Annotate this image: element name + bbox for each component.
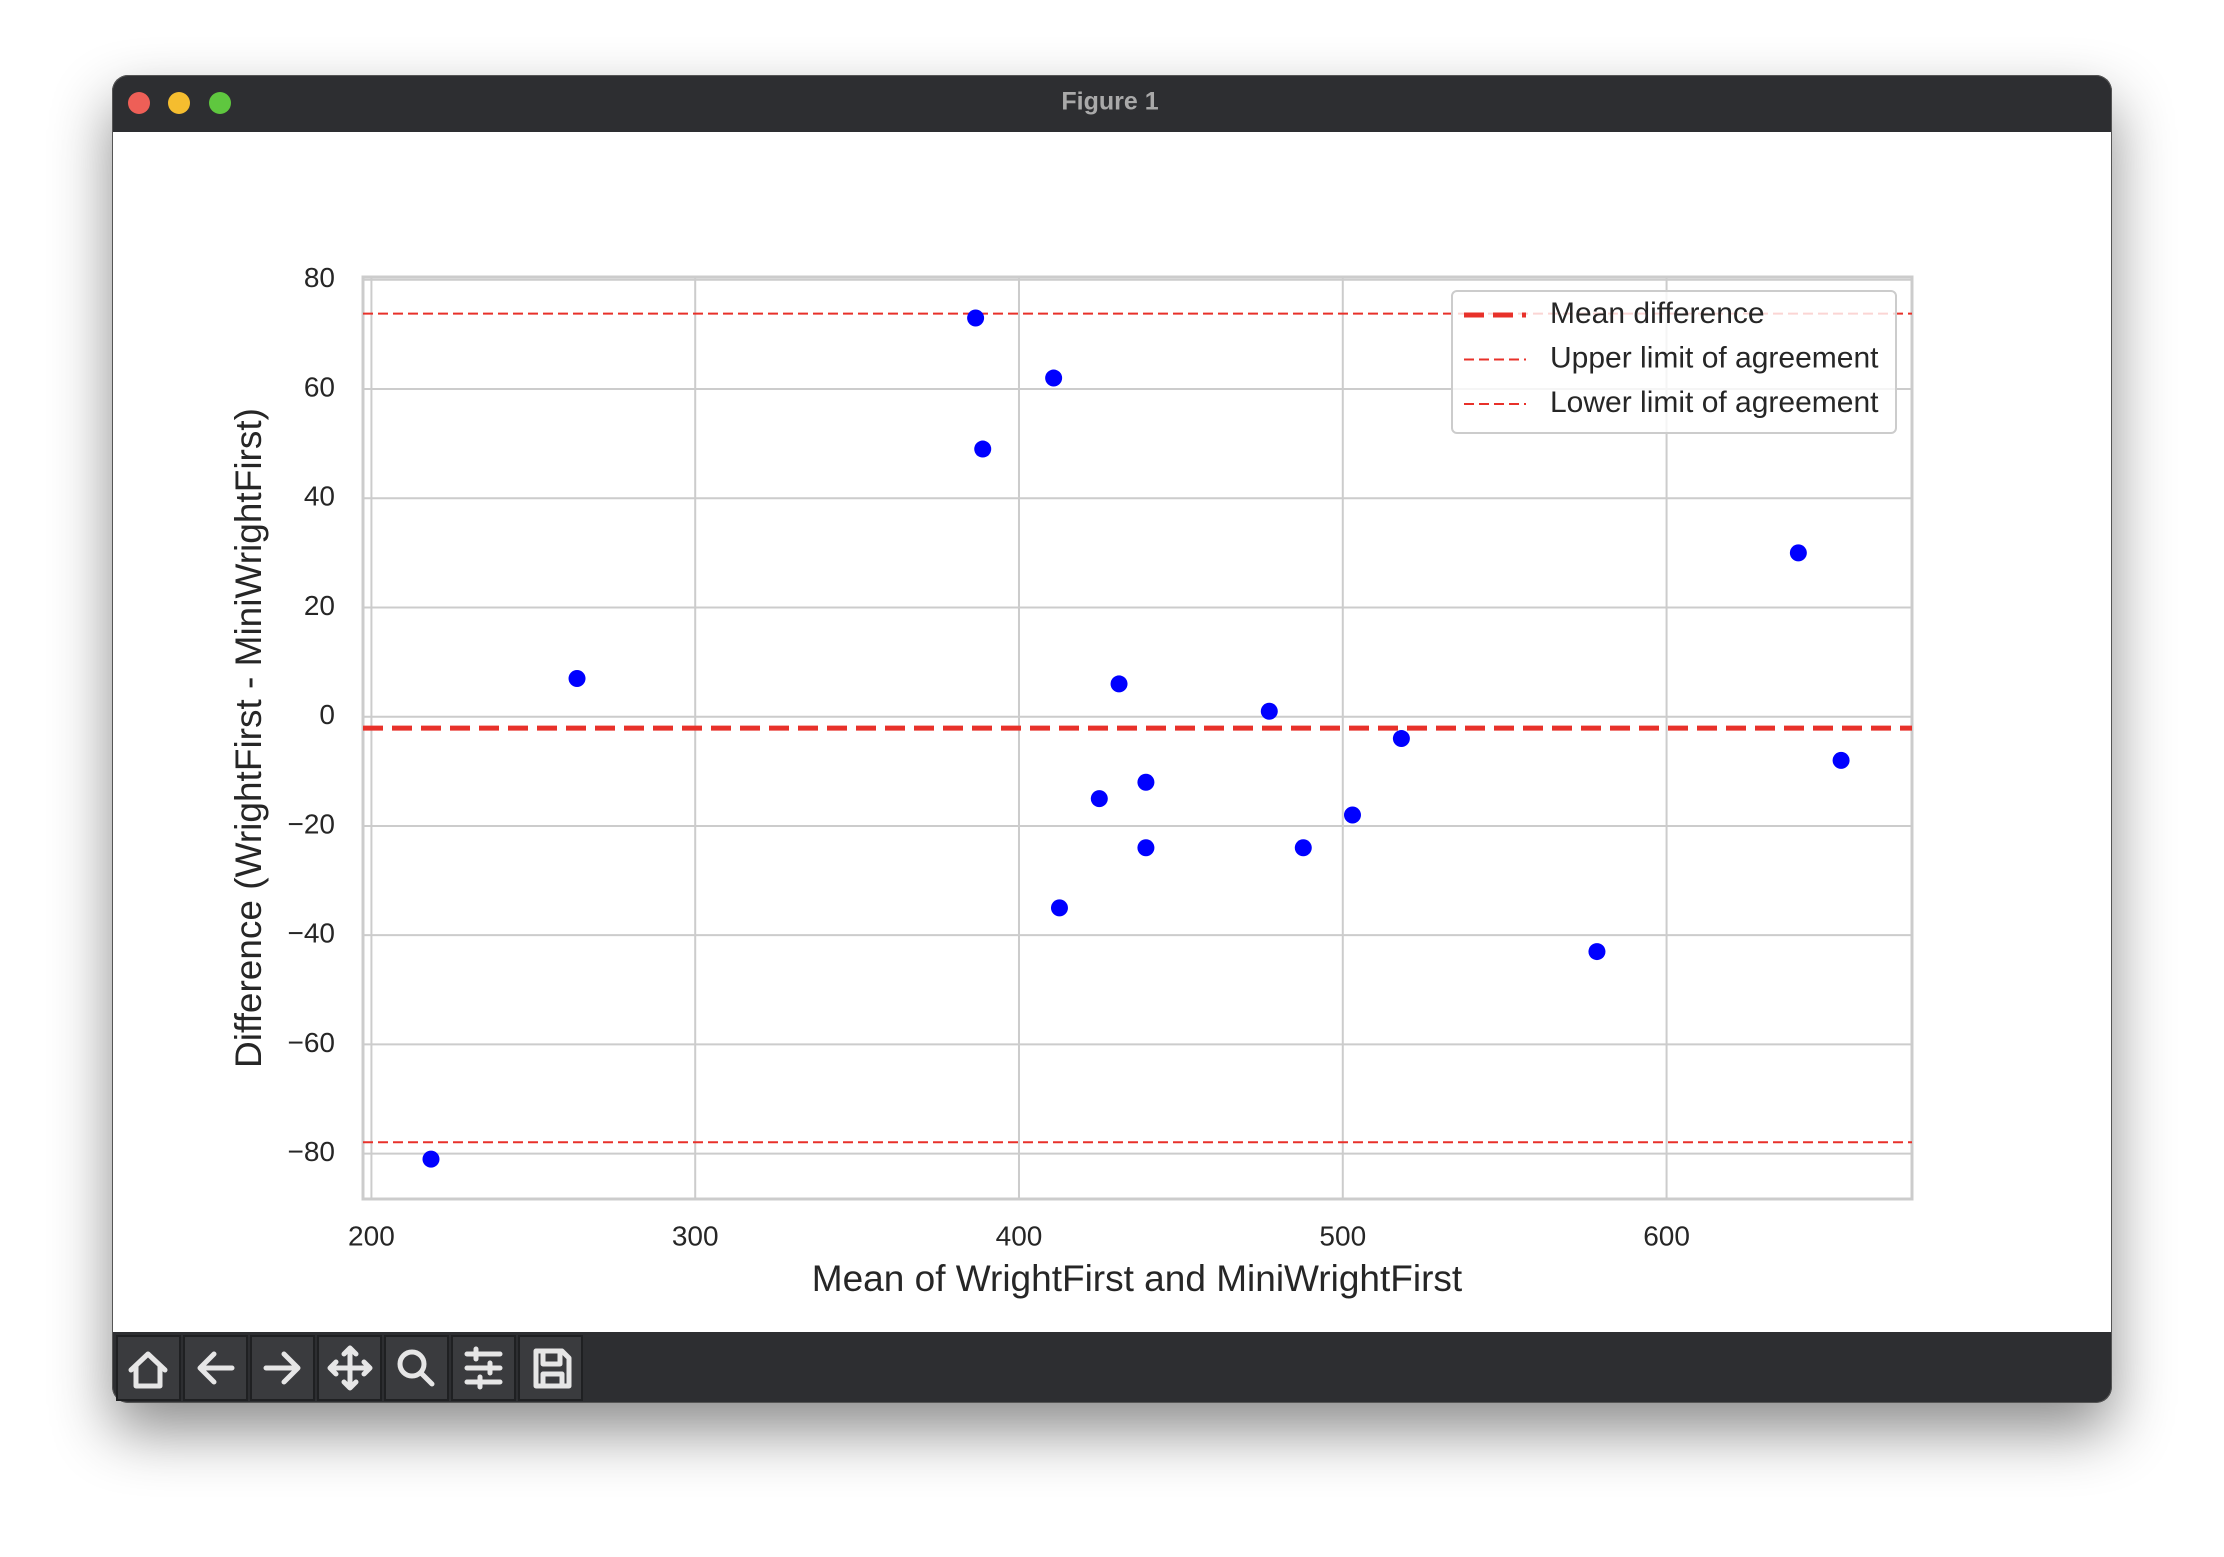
pan-button[interactable] <box>317 1335 382 1401</box>
legend-label: Lower limit of agreement <box>1550 386 1879 419</box>
y-tick-label: 20 <box>304 590 335 621</box>
x-axis-label: Mean of WrightFirst and MiniWrightFirst <box>812 1258 1463 1299</box>
point <box>967 309 985 327</box>
y-tick-label: 60 <box>304 371 335 402</box>
legend-box <box>1451 290 1897 434</box>
point <box>1260 702 1278 720</box>
point <box>1789 544 1807 562</box>
point <box>1294 839 1312 857</box>
point <box>1343 806 1361 824</box>
forward-button[interactable] <box>250 1335 315 1401</box>
point <box>1832 751 1850 769</box>
window-title: Figure 1 <box>1061 88 1158 116</box>
x-tick-label: 300 <box>672 1220 719 1251</box>
point <box>568 669 586 687</box>
y-tick-label: −40 <box>288 918 336 949</box>
x-tick-label: 400 <box>996 1220 1043 1251</box>
point <box>1045 369 1063 387</box>
point <box>1137 839 1155 857</box>
point <box>974 440 992 458</box>
configure-button[interactable] <box>451 1335 516 1401</box>
point <box>1392 730 1410 748</box>
legend-label: Mean difference <box>1550 297 1765 330</box>
x-tick-label: 200 <box>348 1220 395 1251</box>
y-tick-label: −20 <box>288 808 336 839</box>
zoom-tool-button[interactable] <box>384 1335 449 1401</box>
y-axis-label: Difference (WrightFirst - MiniWrightFirs… <box>228 408 269 1068</box>
y-tick-label: 0 <box>319 699 335 730</box>
y-tick-label: 80 <box>304 262 335 293</box>
y-tick-label: −60 <box>288 1027 336 1058</box>
point <box>422 1150 440 1168</box>
window <box>112 75 2112 1403</box>
title-bar <box>112 75 2112 132</box>
legend-label: Upper limit of agreement <box>1550 341 1879 374</box>
y-tick-label: 40 <box>304 481 335 512</box>
back-button[interactable] <box>183 1335 248 1401</box>
home-button[interactable] <box>116 1335 181 1401</box>
window-border <box>112 75 2112 1403</box>
plot: Mean of WrightFirst and MiniWrightFirst … <box>228 262 1914 1299</box>
point <box>1090 790 1108 808</box>
zoom-button[interactable] <box>209 92 231 114</box>
x-tick-label: 600 <box>1643 1220 1690 1251</box>
plot-frame <box>361 275 1914 1201</box>
x-tick-label: 500 <box>1319 1220 1366 1251</box>
point <box>1110 675 1128 693</box>
point <box>1588 943 1606 961</box>
close-button[interactable] <box>128 92 150 114</box>
point <box>1137 773 1155 791</box>
y-tick-label: −80 <box>288 1136 336 1167</box>
point <box>1050 899 1068 917</box>
minimize-button[interactable] <box>168 92 190 114</box>
save-button[interactable] <box>518 1335 583 1401</box>
